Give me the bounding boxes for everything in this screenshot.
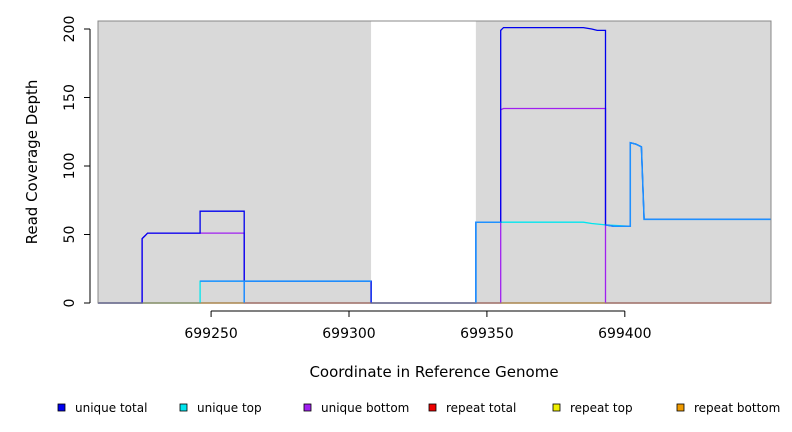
legend-swatch-6 [676,403,685,412]
y-tick-label-100: 100 [62,153,78,180]
legend-label-2: unique top [197,401,262,415]
legend-swatch-2 [179,403,188,412]
plot-border [97,20,772,304]
legend-swatch-1 [57,403,66,412]
y-tick-label-50: 50 [62,226,78,244]
x-axis: 699250 699300 699350 699400 [184,310,652,342]
y-tick-label-150: 150 [62,84,78,111]
overlap-line-3 [475,221,501,303]
x-tick-label-699300: 699300 [322,326,375,342]
plot-frame [97,20,772,304]
legend-swatch-5 [552,403,561,412]
y-tick-label-0: 0 [62,299,78,308]
legend-label-6: repeat bottom [694,401,780,415]
legend-label-1: unique total [75,401,147,415]
x-tick-label-699400: 699400 [598,326,651,342]
legend-swatch-3 [303,403,312,412]
x-tick-label-699250: 699250 [184,326,237,342]
y-tick-label-200: 200 [62,16,78,43]
x-axis-title: Coordinate in Reference Genome [309,363,558,381]
x-tick-label-699350: 699350 [460,326,513,342]
shaded-region-2 [475,21,771,303]
legend-label-3: unique bottom [321,401,409,415]
shaded-regions [98,21,771,303]
shaded-region-1 [98,21,372,303]
legend: unique total unique top unique bottom repea… [57,401,780,415]
legend-label-4: repeat total [446,401,516,415]
y-axis: 0 50 100 150 200 [62,16,91,308]
legend-swatch-4 [428,403,437,412]
overlap-line-4 [605,141,771,228]
legend-label-5: repeat top [570,401,633,415]
y-axis-title: Read Coverage Depth [23,80,41,245]
